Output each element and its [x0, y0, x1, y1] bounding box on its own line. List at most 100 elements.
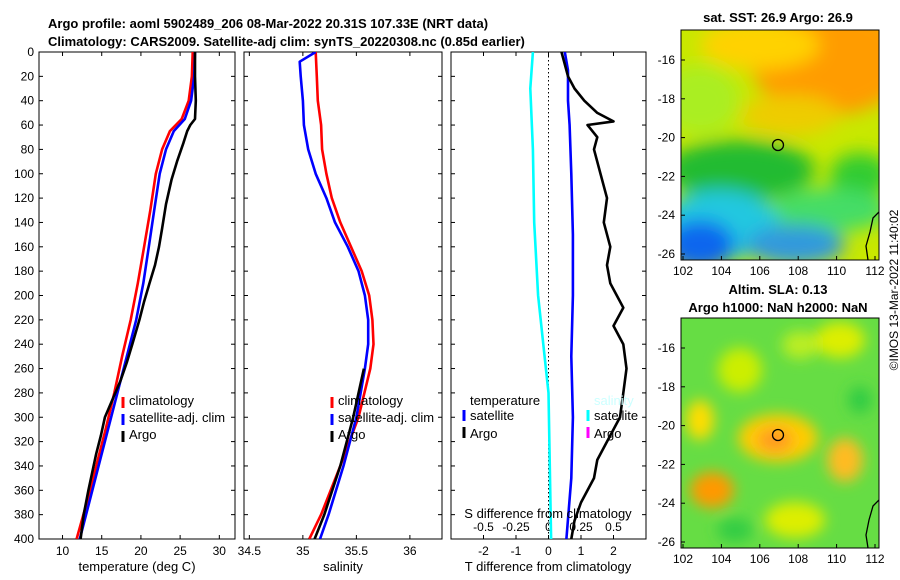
y-tick-label: 340: [14, 459, 34, 473]
map-x-tick-label: 102: [673, 264, 693, 278]
map-y-tick-label: -24: [658, 496, 676, 510]
y-tick-label: 20: [21, 69, 35, 83]
x-tick-label-S: 35: [296, 544, 310, 558]
legend-label-sal-satellite: satellite: [594, 408, 638, 423]
sst-coastline: [865, 211, 879, 260]
legend-label-satellite: satellite-adj. clim: [338, 410, 434, 425]
sst-map-frame: [680, 29, 880, 261]
legend-label-argo: Argo: [338, 427, 365, 442]
map-x-tick-label: 104: [711, 552, 731, 566]
legend-label-argo: Argo: [129, 427, 156, 442]
map-x-tick-label: 106: [750, 552, 770, 566]
sla-map-image: [681, 318, 879, 548]
legend-label-temp-satellite: satellite: [470, 408, 514, 423]
map-x-tick-label: 110: [827, 552, 846, 566]
y-tick-label: 300: [14, 410, 34, 424]
salinity-xlabel: salinity: [323, 559, 363, 574]
x-tick-label-T: 10: [56, 544, 70, 558]
x-tick-label-S: 34.5: [238, 544, 262, 558]
map-y-tick-label: -18: [658, 92, 676, 106]
x-tick-label-S: 36: [403, 544, 417, 558]
y-tick-label: 0: [27, 45, 34, 59]
difference-legend-temperature: temperature satellite Argo: [462, 393, 540, 441]
y-tick-label: 80: [21, 142, 35, 156]
salinity-lines: [298, 52, 375, 539]
y-tick-label: 120: [14, 191, 34, 205]
y-tick-label: 220: [14, 313, 34, 327]
y-tick-label: 260: [14, 362, 34, 376]
temperature-axes-box: [38, 51, 236, 540]
sst-map-ticks: 102 104 106 108 110 112 -16 -18 -20 -22 -24 -26: [658, 53, 885, 278]
map-y-tick-label: -24: [658, 208, 676, 222]
x-tick-label-T: 25: [173, 544, 187, 558]
y-tick-label: 180: [14, 264, 34, 278]
map-x-tick-label: 112: [865, 264, 884, 278]
sst-map-title: sat. SST: 26.9 Argo: 26.9: [703, 10, 853, 25]
x-tick-label-D: 2: [610, 544, 617, 558]
y-tick-label: 160: [14, 240, 34, 254]
series-line-temperature-argo: [560, 52, 628, 539]
temperature-xlabel: temperature (deg C): [78, 559, 195, 574]
map-y-tick-label: -22: [658, 457, 676, 471]
map-x-tick-label: 104: [711, 264, 731, 278]
sla-map-title-1: Altim. SLA: 0.13: [729, 282, 828, 297]
y-tick-label: 280: [14, 386, 34, 400]
map-y-tick-label: -20: [658, 131, 676, 145]
map-y-tick-label: -16: [658, 341, 676, 355]
y-tick-label: 240: [14, 337, 34, 351]
sst-map-panel: sat. SST: 26.9 Argo: 26.9 102 104 106 108 11…: [658, 10, 885, 278]
difference-panel: -2 -1 0 1 2-0.5 -0.25 0 0.25 0.5 temperature sat…: [450, 51, 647, 574]
map-x-tick-label: 110: [827, 264, 846, 278]
x-tick-label-T: 15: [95, 544, 109, 558]
sla-coastline: [865, 499, 879, 548]
series-line-satellite-adj-clim: [298, 52, 370, 539]
series-line-argo: [79, 52, 198, 539]
series-line-satellite-adj-clim: [78, 52, 197, 539]
header-line-2: Climatology: CARS2009. Satellite-adj cli…: [48, 34, 525, 49]
y-tick-label: 360: [14, 483, 34, 497]
salinity-ticks: 34.5 35 35.5 36: [238, 51, 442, 558]
legend-label-sal-argo: Argo: [594, 426, 621, 441]
sal-tick-label: 0.5: [605, 520, 622, 534]
legend-title-temperature: temperature: [470, 393, 540, 408]
x-tick-label-S: 35.5: [345, 544, 369, 558]
header-line-1: Argo profile: aoml 5902489_206 08-Mar-20…: [48, 16, 488, 31]
sla-argo-marker: [771, 428, 785, 442]
sal-tick-label: -0.5: [473, 520, 494, 534]
sla-map-panel: Altim. SLA: 0.13 Argo h1000: NaN h2000: …: [658, 282, 885, 566]
map-x-tick-label: 112: [865, 552, 884, 566]
map-x-tick-label: 108: [788, 264, 808, 278]
y-tick-label: 60: [21, 118, 35, 132]
sla-map-frame: [680, 317, 880, 549]
map-x-tick-label: 108: [788, 552, 808, 566]
x-tick-label-T: 30: [213, 544, 227, 558]
map-y-tick-label: -26: [658, 247, 676, 261]
y-tick-label: 400: [14, 532, 34, 546]
legend-label-climatology: climatology: [338, 393, 404, 408]
map-x-tick-label: 106: [750, 264, 770, 278]
y-tick-label: 140: [14, 215, 34, 229]
salinity-panel: 34.5 35 35.5 36 climatology satellite-adj. …: [238, 51, 443, 574]
y-tick-label: 380: [14, 508, 34, 522]
temperature-lines: [75, 52, 198, 539]
difference-legend-salinity: salinity satellite Argo: [586, 393, 638, 441]
temperature-ticks: 10 15 20 25 30020406080100120140160180200220…: [14, 45, 235, 558]
x-tick-label-D: 0: [545, 544, 552, 558]
map-y-tick-label: -26: [658, 535, 676, 549]
sal-tick-label: -0.25: [502, 520, 530, 534]
difference-top-xlabel: S difference from climatology: [464, 506, 632, 521]
map-y-tick-label: -22: [658, 169, 676, 183]
legend-label-temp-argo: Argo: [470, 426, 497, 441]
map-x-tick-label: 102: [673, 552, 693, 566]
x-tick-label-T: 20: [134, 544, 148, 558]
series-line-argo: [313, 368, 366, 539]
sla-map-title-2: Argo h1000: NaN h2000: NaN: [688, 300, 867, 315]
map-y-tick-label: -20: [658, 419, 676, 433]
sst-map-image: [681, 30, 879, 260]
difference-xlabel: T difference from climatology: [465, 559, 632, 574]
difference-lines: [528, 52, 628, 539]
series-line-climatology: [75, 52, 194, 539]
map-y-tick-label: -16: [658, 53, 676, 67]
legend-title-salinity: salinity: [594, 393, 634, 408]
sst-argo-marker: [771, 138, 785, 152]
